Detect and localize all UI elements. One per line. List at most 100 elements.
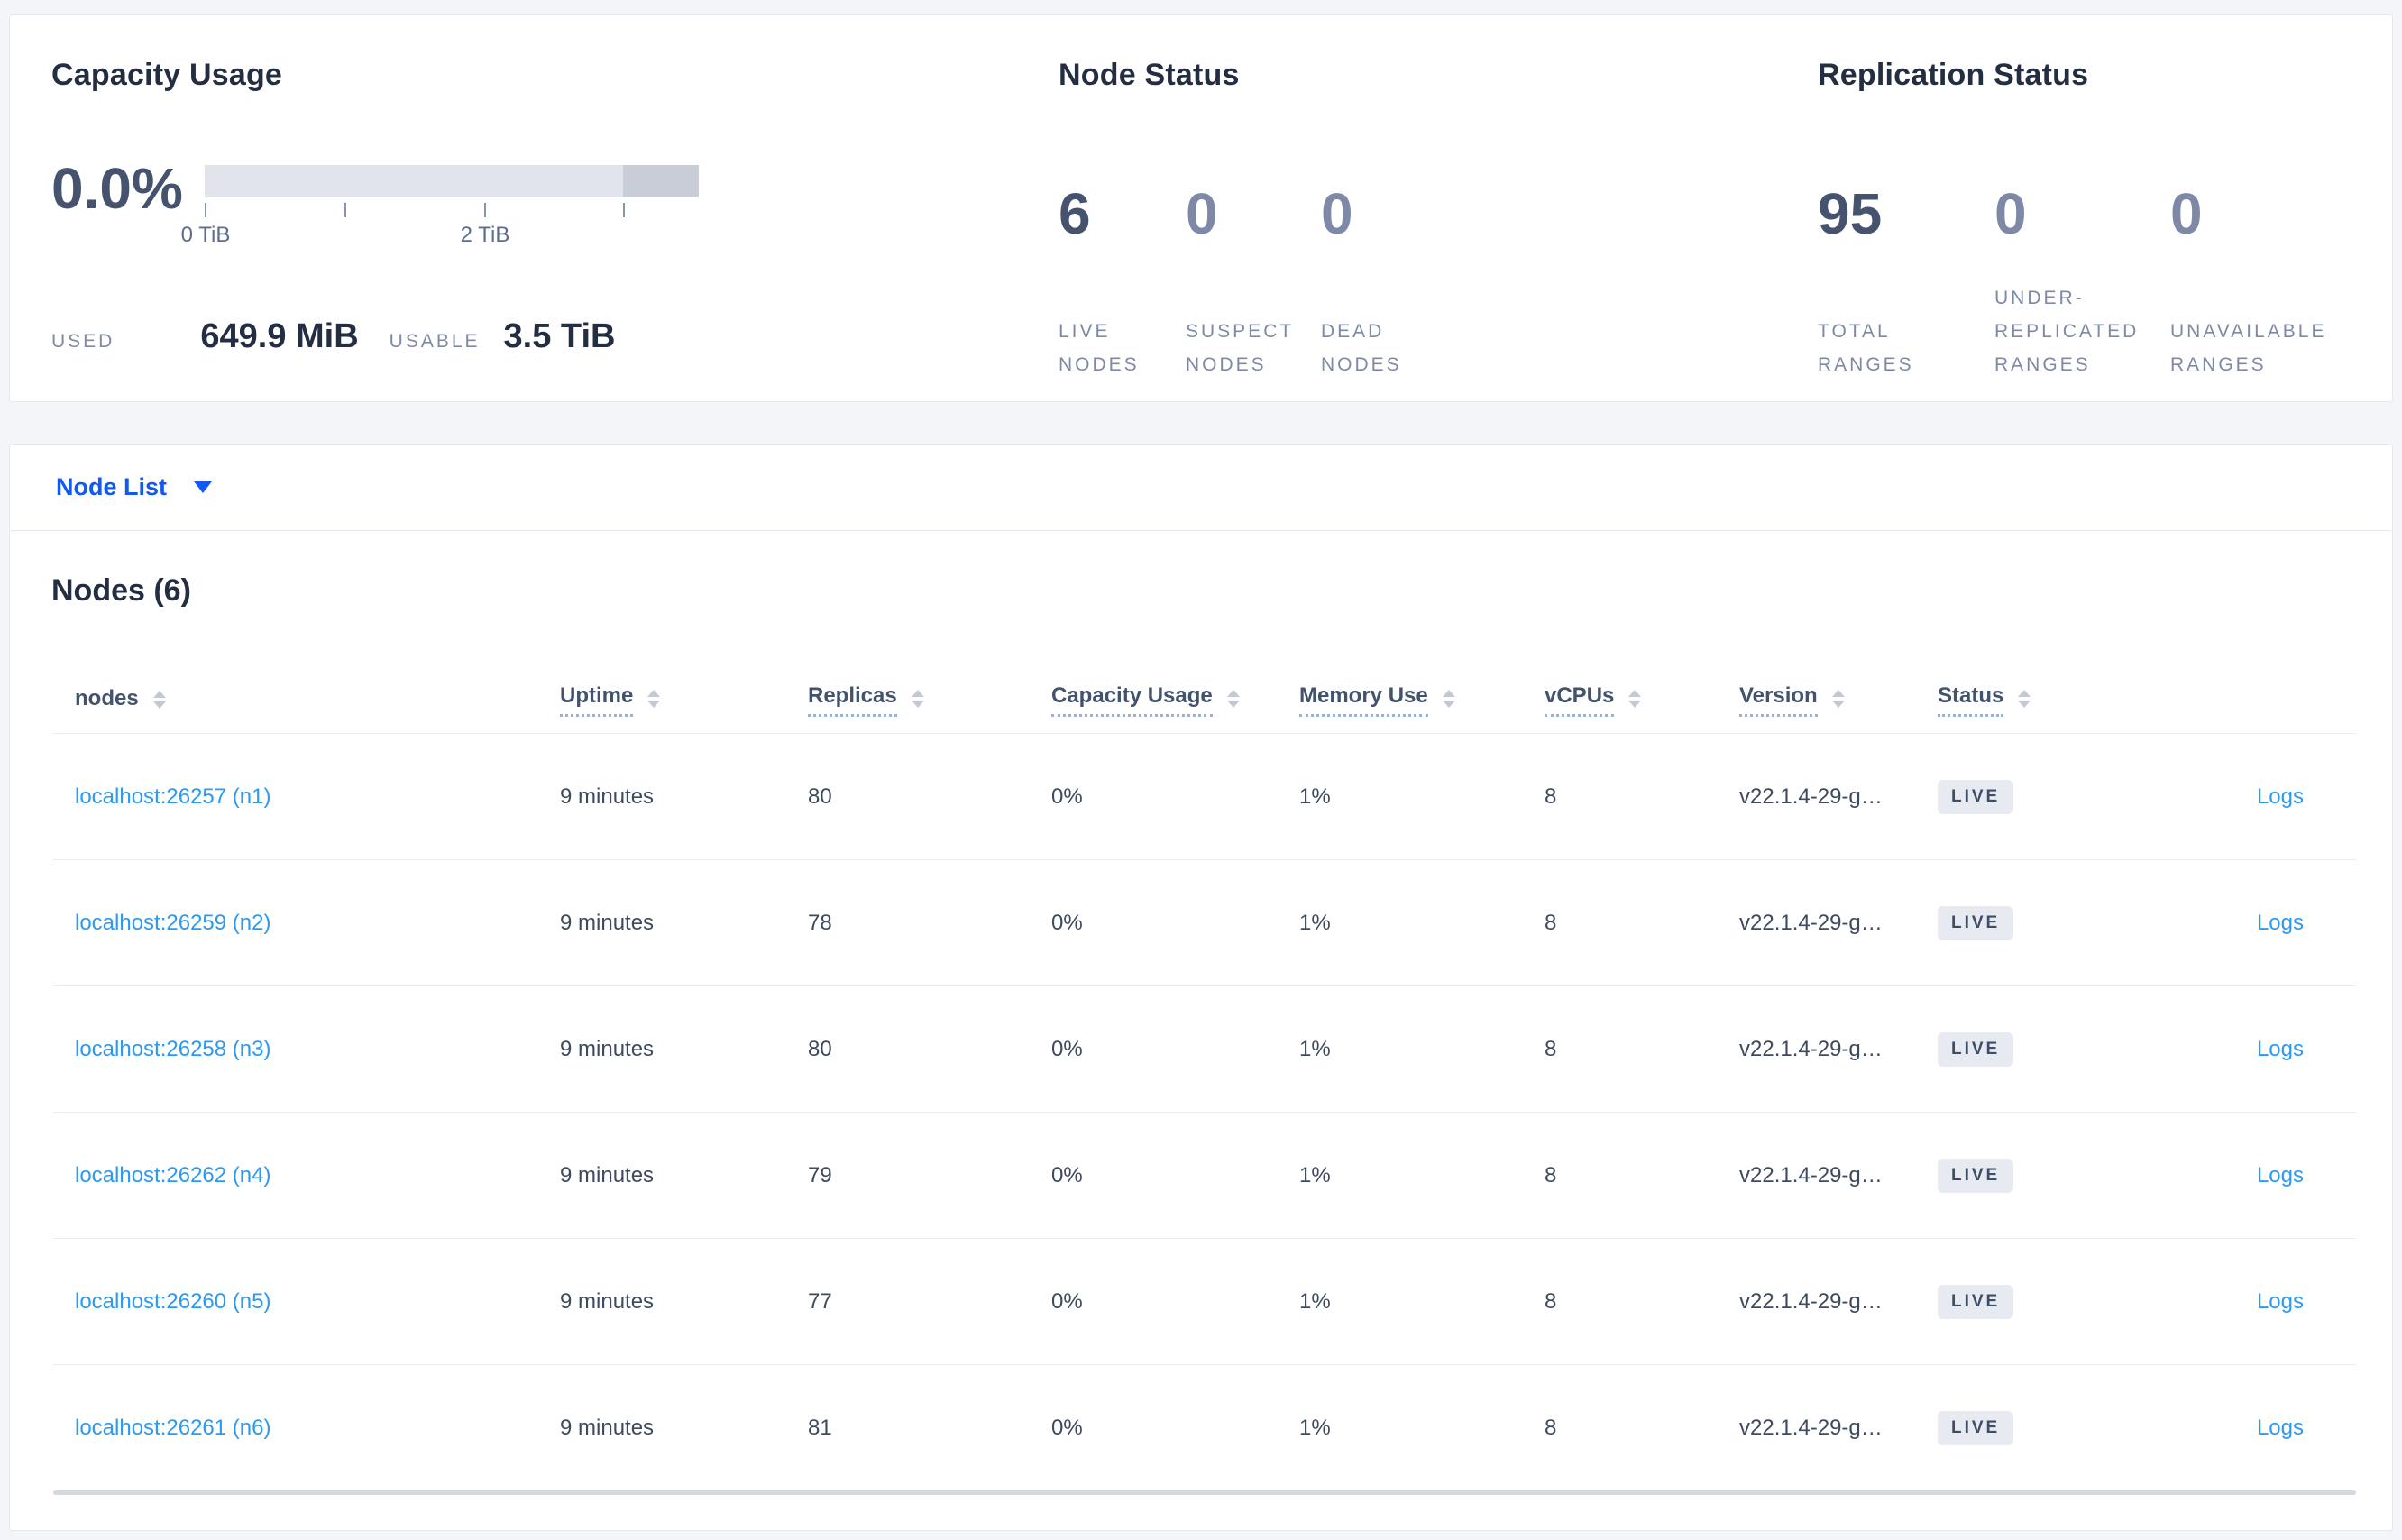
column-header-vcpus[interactable]: vCPUs [1545, 683, 1739, 733]
logs-link[interactable]: Logs [2256, 1162, 2304, 1187]
node-link[interactable]: localhost:26261 (n6) [75, 1416, 271, 1440]
capacity-usage-cell: 0% [1051, 1162, 1083, 1187]
vcpus-cell: 8 [1545, 1162, 1557, 1187]
sort-arrows-icon[interactable] [1628, 689, 1642, 708]
capacity-used-usable-row: USED 649.9 MiB USABLE 3.5 TiB [51, 315, 615, 358]
version-cell: v22.1.4-29-g… [1739, 1288, 1883, 1314]
sort-arrows-icon[interactable] [1226, 689, 1240, 708]
status-cell: LIVE [1938, 1411, 2172, 1445]
vcpus-cell: 8 [1545, 1036, 1557, 1061]
stat-value: 6 [1059, 181, 1091, 246]
logs-link[interactable]: Logs [2256, 1416, 2304, 1440]
logs-link[interactable]: Logs [2256, 1036, 2304, 1061]
status-cell: LIVE [1938, 905, 2172, 940]
table-row: localhost:26258 (n3) 9 minutes 80 0% 1% … [53, 986, 2356, 1113]
unavailable-ranges-stat: 0 UNAVAILABLE RANGES [2170, 172, 2360, 381]
uptime-cell: 9 minutes [560, 1162, 655, 1187]
axis-tick [205, 203, 206, 217]
sort-arrows-icon[interactable] [2018, 689, 2031, 708]
column-header-label: Status [1938, 683, 2004, 717]
sort-arrows-icon[interactable] [152, 691, 166, 709]
sort-arrows-icon[interactable] [647, 689, 661, 708]
column-header-memory-use[interactable]: Memory Use [1299, 683, 1545, 733]
table-header-row: nodes Uptime Replicas Capacity Usage Mem… [53, 652, 2356, 734]
memory-use-cell: 1% [1299, 1288, 1331, 1314]
logs-link[interactable]: Logs [2256, 910, 2304, 935]
replicas-cell: 78 [808, 910, 832, 935]
column-header-replicas[interactable]: Replicas [808, 683, 1051, 733]
under-replicated-ranges-stat: 0 UNDER-REPLICATED RANGES [1994, 172, 2170, 381]
column-header-label: Version [1739, 683, 1818, 717]
uptime-cell: 9 minutes [560, 784, 655, 809]
replication-status-title: Replication Status [1818, 58, 2089, 92]
column-header-label: Memory Use [1299, 683, 1428, 717]
uptime-cell: 9 minutes [560, 1288, 655, 1314]
horizontal-scrollbar[interactable] [53, 1490, 2356, 1495]
usable-label: USABLE [389, 331, 481, 352]
node-cell: localhost:26257 (n1) [53, 784, 560, 810]
capacity-usage-cell: 0% [1051, 1036, 1083, 1061]
used-label: USED [51, 331, 115, 352]
nodes-table: nodes Uptime Replicas Capacity Usage Mem… [10, 652, 2392, 1491]
status-cell: LIVE [1938, 1284, 2172, 1319]
column-header-label: Uptime [560, 683, 634, 717]
table-row: localhost:26257 (n1) 9 minutes 80 0% 1% … [53, 734, 2356, 860]
column-header-version[interactable]: Version [1739, 683, 1938, 733]
node-link[interactable]: localhost:26258 (n3) [75, 1036, 271, 1061]
sort-arrows-icon[interactable] [1442, 689, 1455, 708]
node-link[interactable]: localhost:26262 (n4) [75, 1162, 271, 1187]
node-list-dropdown[interactable]: Node List [56, 445, 213, 530]
stat-value: 0 [1321, 181, 1353, 246]
capacity-usage-cell: 0% [1051, 1416, 1083, 1440]
column-header-capacity-usage[interactable]: Capacity Usage [1051, 683, 1299, 733]
axis-tick-label: 2 TiB [460, 223, 510, 247]
replicas-cell: 81 [808, 1416, 832, 1440]
memory-use-cell: 1% [1299, 1416, 1331, 1440]
node-link[interactable]: localhost:26260 (n5) [75, 1288, 271, 1314]
capacity-bar [205, 165, 699, 197]
replication-status-stats: 95 TOTAL RANGES 0 UNDER-REPLICATED RANGE… [1818, 172, 2360, 381]
node-cell: localhost:26262 (n4) [53, 1163, 560, 1188]
cluster-summary-card: Capacity Usage 0.0% 0 TiB 2 TiB USED 649… [9, 14, 2393, 402]
live-nodes-stat: 6 LIVE NODES [1059, 172, 1186, 381]
vcpus-cell: 8 [1545, 910, 1557, 935]
column-header-uptime[interactable]: Uptime [560, 683, 808, 733]
logs-link[interactable]: Logs [2256, 1288, 2304, 1314]
uptime-cell: 9 minutes [560, 910, 655, 935]
version-cell: v22.1.4-29-g… [1739, 1162, 1883, 1187]
logs-cell: Logs [2172, 911, 2356, 936]
node-status-stats: 6 LIVE NODES 0 SUSPECT NODES 0 DEAD NODE… [1059, 172, 1456, 381]
logs-cell: Logs [2172, 1289, 2356, 1315]
column-header-nodes[interactable]: nodes [53, 686, 560, 733]
memory-use-cell: 1% [1299, 1162, 1331, 1187]
uptime-cell: 9 minutes [560, 1036, 655, 1061]
capacity-usage-bar-chart: 0 TiB 2 TiB [181, 165, 699, 282]
logs-link[interactable]: Logs [2256, 784, 2304, 809]
node-list-dropdown-label: Node List [56, 473, 168, 500]
stat-label: TOTAL RANGES [1818, 321, 1914, 375]
status-badge: LIVE [1938, 1411, 2014, 1445]
table-row: localhost:26261 (n6) 9 minutes 81 0% 1% … [53, 1365, 2356, 1491]
capacity-bar-reserved-segment [623, 165, 699, 197]
stat-label: UNAVAILABLE RANGES [2170, 321, 2327, 375]
stat-label: DEAD NODES [1321, 321, 1402, 375]
sort-arrows-icon[interactable] [1831, 689, 1845, 708]
axis-tick [344, 203, 346, 217]
status-badge: LIVE [1938, 905, 2014, 940]
node-cell: localhost:26260 (n5) [53, 1289, 560, 1315]
vcpus-cell: 8 [1545, 1288, 1557, 1314]
node-link[interactable]: localhost:26259 (n2) [75, 910, 271, 935]
replicas-cell: 77 [808, 1288, 832, 1314]
node-link[interactable]: localhost:26257 (n1) [75, 784, 271, 809]
chevron-down-icon [194, 481, 213, 493]
table-row: localhost:26262 (n4) 9 minutes 79 0% 1% … [53, 1113, 2356, 1239]
sort-arrows-icon[interactable] [911, 689, 924, 708]
column-header-status[interactable]: Status [1938, 683, 2172, 733]
node-cell: localhost:26258 (n3) [53, 1037, 560, 1062]
stat-label: SUSPECT NODES [1186, 321, 1294, 375]
usable-value: 3.5 TiB [503, 317, 616, 355]
status-badge: LIVE [1938, 1031, 2014, 1067]
replicas-cell: 80 [808, 1036, 832, 1061]
used-value: 649.9 MiB [200, 317, 359, 355]
